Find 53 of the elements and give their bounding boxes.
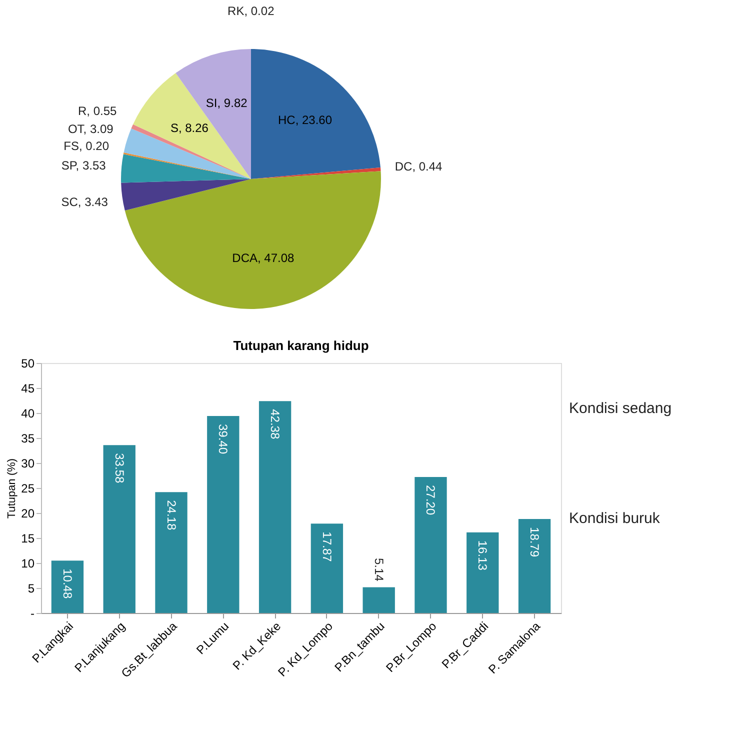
bar	[103, 445, 136, 613]
y-tick-label: 50	[21, 356, 35, 370]
bar	[207, 416, 240, 613]
bar	[362, 587, 395, 613]
slice-label: S, 8.26	[170, 120, 209, 135]
bar	[518, 519, 551, 613]
data-label: 27.20	[424, 485, 438, 516]
data-label: 10.48	[60, 568, 74, 599]
data-label: 5.14	[372, 558, 386, 582]
slice-label: DCA, 47.08	[232, 251, 294, 266]
pie-slice	[251, 168, 381, 179]
y-tick-label: 15	[21, 532, 35, 546]
bar	[51, 560, 84, 613]
bar	[155, 492, 188, 613]
pie-slice	[133, 73, 251, 179]
pie-slice	[121, 154, 251, 183]
y-tick-label: 5	[28, 582, 35, 596]
text: Kondisi sedang	[569, 400, 672, 417]
y-tick-label: 10	[21, 556, 35, 570]
data-label: 33.58	[112, 453, 126, 484]
slice-label: HC, 23.60	[278, 112, 332, 127]
pie-slice	[121, 179, 251, 210]
slice-label: SI, 9.82	[206, 96, 248, 110]
pie-slice	[124, 171, 381, 309]
slice-label: R, 0.55	[78, 104, 118, 118]
data-label: 18.79	[528, 527, 542, 558]
slice-label: SP, 3.53	[61, 158, 106, 172]
y-tick-label: 40	[21, 406, 35, 420]
data-label: 17.87	[320, 532, 334, 562]
y-tick-label: -	[30, 606, 34, 620]
slice-label: SC, 3.43	[61, 194, 108, 209]
bar	[258, 401, 292, 613]
y-tick-label: 25	[21, 482, 35, 496]
slice-label: FS, 0.20	[64, 138, 110, 153]
y-tick-label: 20	[21, 506, 35, 520]
y-tick-label: 30	[21, 456, 35, 470]
pie-slice	[251, 49, 380, 179]
y-tick-label: 35	[21, 432, 35, 446]
pie-slice	[123, 152, 251, 179]
data-label: 42.38	[268, 409, 282, 440]
text: Kondisi buruk	[569, 510, 660, 527]
data-label: 16.13	[476, 540, 490, 571]
y-axis-title: Tutupan (%)	[6, 458, 18, 519]
data-label: 39.40	[216, 424, 230, 454]
chart-title: Tutupan karang hidup	[233, 338, 369, 353]
slice-label: RK, 0.02	[228, 4, 275, 18]
data-label: 24.18	[164, 500, 178, 530]
y-tick-label: 45	[21, 382, 35, 396]
bar	[414, 477, 447, 613]
slice-label: OT, 3.09	[68, 122, 114, 136]
bar	[310, 524, 344, 613]
slice-label: DC, 0.44	[394, 160, 443, 174]
bar	[466, 532, 499, 613]
